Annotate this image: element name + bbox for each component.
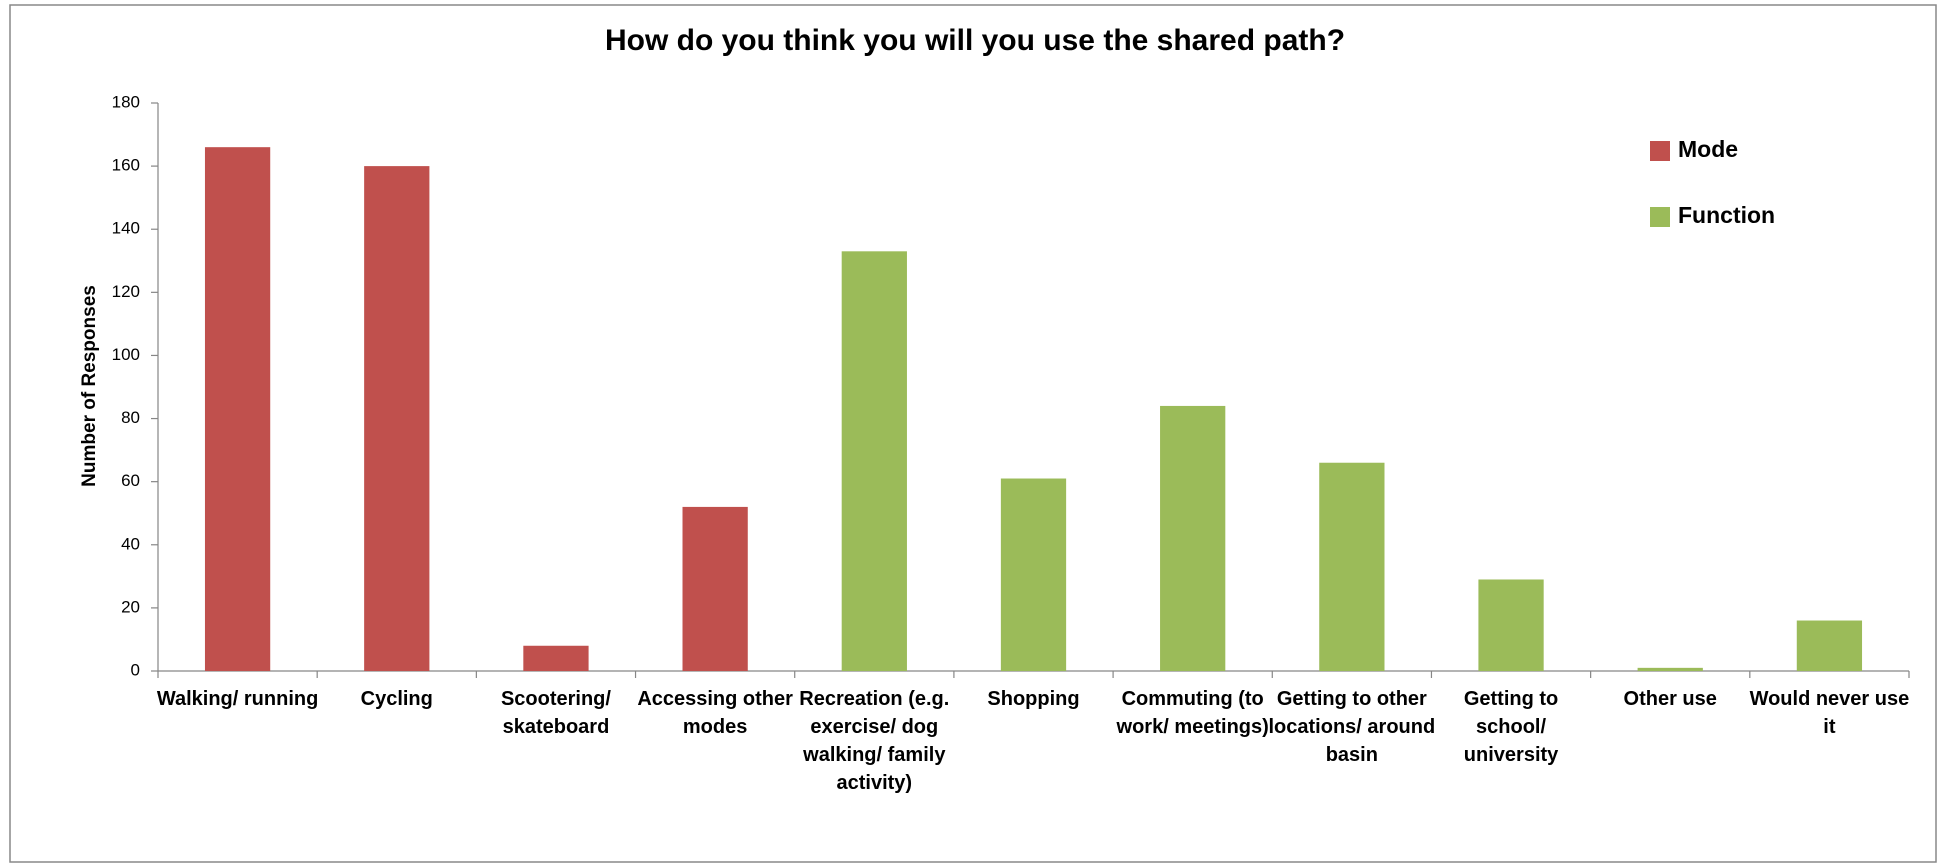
x-tick-label: Cycling	[360, 688, 433, 710]
x-tick-label: Accessing other modes	[637, 688, 793, 738]
bar	[841, 251, 907, 672]
chart-frame	[9, 4, 1937, 863]
x-tick-label: Walking/ running	[156, 688, 319, 710]
y-tick-label: 100	[112, 345, 140, 364]
bar	[682, 506, 748, 671]
y-tick-label: 0	[131, 660, 140, 679]
y-tick-label: 120	[112, 282, 140, 301]
bar	[1637, 667, 1703, 671]
bar	[1796, 620, 1863, 671]
y-tick-label: 180	[112, 92, 140, 111]
x-tick-label: Getting to other locations/ around basin	[1268, 688, 1436, 766]
x-tick-label: Other use	[1623, 688, 1717, 710]
legend-swatch	[1650, 207, 1670, 227]
x-tick-label: Scootering/ skateboard	[500, 688, 611, 738]
bar	[1160, 405, 1226, 671]
y-tick-label: 80	[121, 408, 140, 427]
y-tick-label: 60	[121, 471, 140, 490]
x-tick-label: Getting to school/ university	[1463, 688, 1559, 766]
bar	[523, 645, 589, 671]
y-axis-title: Number of Responses	[79, 285, 100, 487]
y-tick-label: 40	[121, 534, 140, 553]
bar	[1000, 478, 1067, 671]
x-tick-label: Shopping	[987, 688, 1080, 710]
bar	[1319, 462, 1385, 671]
legend-label: Function	[1678, 202, 1775, 228]
chart-title: How do you think you will you use the sh…	[605, 24, 1345, 57]
legend-swatch	[1650, 141, 1670, 161]
x-tick-label: Commuting (to work/ meetings)	[1116, 688, 1269, 738]
y-tick-label: 140	[112, 219, 140, 238]
y-tick-label: 160	[112, 156, 140, 175]
x-tick-label: Would never use it	[1749, 688, 1910, 738]
bar	[1478, 579, 1544, 671]
y-tick-label: 20	[121, 597, 140, 616]
bar	[204, 147, 271, 671]
legend-label: Mode	[1678, 136, 1738, 162]
x-tick-label: Recreation (e.g. exercise/ dog walking/ …	[799, 688, 950, 794]
bar	[364, 166, 430, 671]
